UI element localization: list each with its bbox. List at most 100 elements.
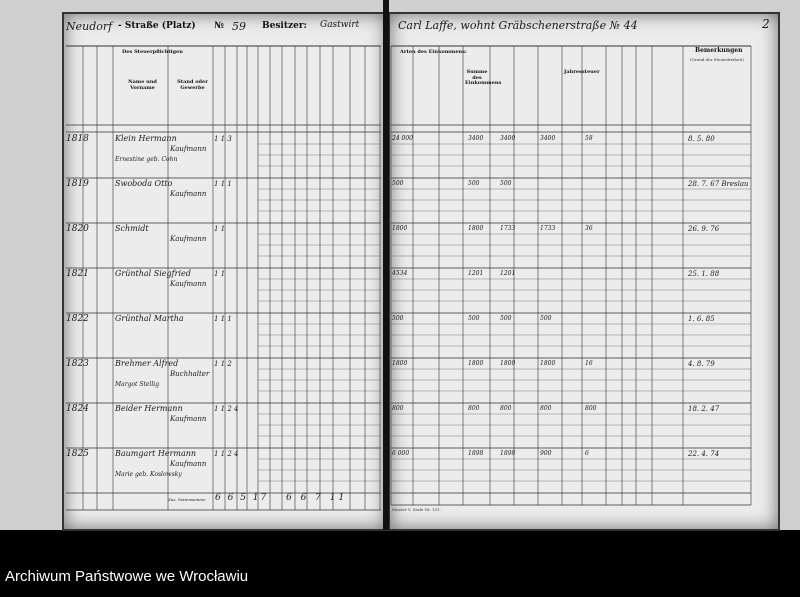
taxpayer-header: Des Steuerpflichtigen (122, 49, 183, 55)
income-amount: 500 (392, 315, 404, 322)
income-amount: 1800 (468, 225, 484, 232)
totals-values-2: 6 6 7 11 (286, 493, 348, 503)
occupation-header: Stand oder Gewerbe (177, 79, 208, 91)
taxpayer-name: Beider Hermann (115, 404, 183, 413)
income-amount: 1898 (468, 450, 484, 457)
taxpayer-occupation: Kaufmann (170, 235, 207, 243)
row-number: 1821 (66, 269, 89, 279)
taxpayer-name: Brehmer Alfred (115, 359, 179, 368)
household-counts: 1 1 1 (214, 315, 232, 323)
taxpayer-household: Marie geb. Koslowsky (115, 471, 182, 478)
income-amount: 3400 (468, 135, 484, 142)
row-remarks: 1. 6. 85 (688, 315, 715, 323)
income-amount: 24 000 (392, 135, 413, 142)
totals-values: 6 6 5 17 (215, 493, 269, 503)
income-amount: 1733 (500, 225, 516, 232)
income-amount: 1800 (500, 360, 516, 367)
income-amount: 1800 (540, 360, 556, 367)
household-counts: 1 1 2 (214, 360, 232, 368)
household-counts: 1 1 3 (214, 135, 232, 143)
household-counts: 1 1 2 4 (214, 450, 239, 458)
taxpayer-name: Schmidt (115, 224, 149, 233)
income-amount: 6 000 (392, 450, 410, 457)
income-amount: 500 (500, 315, 512, 322)
row-remarks: 28. 7. 67 Breslau (688, 180, 749, 188)
row-remarks: 18. 2. 47 (688, 405, 720, 413)
taxpayer-name: Grünthal Martha (115, 314, 184, 323)
form-footer: Muster V. Stufe Nr. 151. (392, 507, 442, 512)
street-label: - Straße (Platz) (118, 21, 196, 31)
income-amount: 800 (468, 405, 480, 412)
row-number: 1818 (66, 134, 89, 144)
income-amount: 500 (500, 180, 512, 187)
income-amount: 6 (585, 450, 589, 457)
household-counts: 1 1 2 4 (214, 405, 239, 413)
book-spine (383, 0, 389, 530)
owner-continued: Carl Laffe, wohnt Gräbschenerstraße № 44 (398, 19, 638, 32)
income-amount: 16 (585, 360, 593, 367)
income-amount: 800 (585, 405, 597, 412)
row-remarks: 22. 4. 74 (688, 450, 720, 458)
income-amount: 58 (585, 135, 593, 142)
household-counts: 1 1 1 (214, 180, 232, 188)
taxpayer-occupation: Buchhalter (170, 370, 210, 378)
income-amount: 1201 (468, 270, 484, 277)
income-amount: 4534 (392, 270, 408, 277)
row-remarks: 26. 9. 76 (688, 225, 720, 233)
row-number: 1820 (66, 224, 89, 234)
name-header: Name und Vorname (128, 79, 157, 91)
income-amount: 1898 (500, 450, 516, 457)
taxpayer-name: Baumgart Hermann (115, 449, 197, 458)
taxpayer-name: Grünthal Siegfried (115, 269, 191, 278)
remarks-header: Bemerkungen (695, 47, 743, 54)
row-number: 1823 (66, 359, 89, 369)
row-remarks: 25. 1. 88 (688, 270, 720, 278)
taxpayer-household: Ernestine geb. Cohn (115, 156, 178, 163)
row-remarks: 8. 5. 80 (688, 135, 715, 143)
row-number: 1819 (66, 179, 89, 189)
remarks-subheader: (Grund der Steuerfreiheit) (690, 57, 744, 62)
income-amount: 36 (585, 225, 593, 232)
income-types-header: Arten des Einkommens: (400, 49, 467, 55)
owner-value: Gastwirt (320, 20, 360, 30)
income-amount: 500 (468, 180, 480, 187)
taxpayer-occupation: Kaufmann (170, 190, 207, 198)
income-amount: 1201 (500, 270, 516, 277)
income-amount: 3400 (500, 135, 516, 142)
row-number: 1824 (66, 404, 89, 414)
archive-caption: Archiwum Państwowe we Wrocławiu (5, 568, 249, 585)
income-amount: 3400 (540, 135, 556, 142)
income-amount: 500 (392, 180, 404, 187)
taxpayer-occupation: Kaufmann (170, 460, 207, 468)
income-amount: 1800 (468, 360, 484, 367)
street-name: Neudorf (66, 20, 113, 33)
income-amount: 500 (540, 315, 552, 322)
income-sum-header: Summe des Einkommens (465, 69, 502, 86)
income-amount: 900 (540, 450, 552, 457)
income-amount: 800 (500, 405, 512, 412)
taxpayer-occupation: Kaufmann (170, 280, 207, 288)
scanned-document: Neudorf - Straße (Platz) № 59 Besitzer: … (0, 0, 800, 531)
taxpayer-occupation: Kaufmann (170, 145, 207, 153)
household-counts: 1 1 (214, 225, 226, 233)
taxpayer-occupation: Kaufmann (170, 415, 207, 423)
row-number: 1825 (66, 449, 89, 459)
right-page (388, 12, 780, 531)
taxpayer-name: Klein Hermann (115, 134, 177, 143)
income-amount: 1800 (392, 360, 408, 367)
taxpayer-household: Margot Stellig (115, 381, 160, 388)
totals-label: Zus. Seitensumme (168, 497, 206, 502)
income-amount: 500 (468, 315, 480, 322)
annual-tax-header: Jahressteuer (564, 69, 600, 75)
row-number: 1822 (66, 314, 89, 324)
income-amount: 800 (540, 405, 552, 412)
house-number: 59 (232, 20, 246, 33)
ledger-grid (66, 45, 752, 511)
income-amount: 800 (392, 405, 404, 412)
row-remarks: 4. 8. 79 (688, 360, 715, 368)
household-counts: 1 1 (214, 270, 226, 278)
income-amount: 1800 (392, 225, 408, 232)
taxpayer-name: Swoboda Otto (115, 179, 173, 188)
income-amount: 1733 (540, 225, 556, 232)
number-label: № (214, 21, 224, 31)
